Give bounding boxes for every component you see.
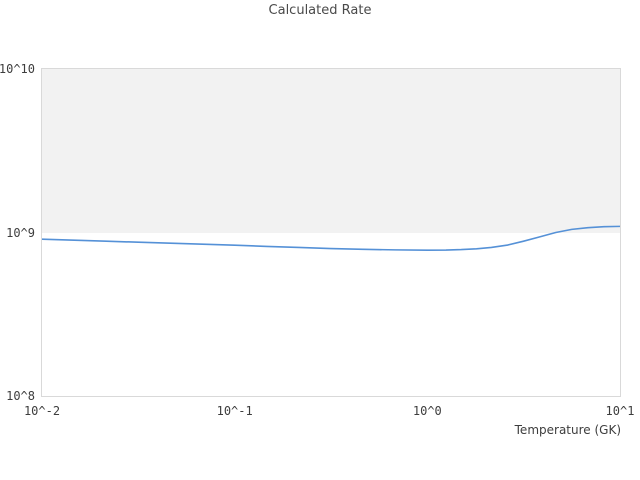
plot-area <box>41 68 621 397</box>
calculated-rate-line <box>42 225 620 251</box>
x-tick-label-1e-1: 10^-1 <box>216 404 253 418</box>
x-tick-label-1e-2: 10^-2 <box>23 404 61 418</box>
y-tick-label-1e9: 10^9 <box>6 225 35 240</box>
y-tick-label-1e8: 10^8 <box>6 389 35 403</box>
chart-title: Calculated Rate <box>268 3 372 18</box>
y-tick-label-1e10: 10^10 <box>0 62 35 76</box>
x-tick-label-1e0: 10^0 <box>412 404 442 418</box>
series-canvas <box>42 225 620 251</box>
x-axis-title: Temperature (GK) <box>514 423 621 437</box>
upper-decade-band <box>42 69 620 233</box>
x-tick-label-1e1: 10^1 <box>605 404 635 418</box>
